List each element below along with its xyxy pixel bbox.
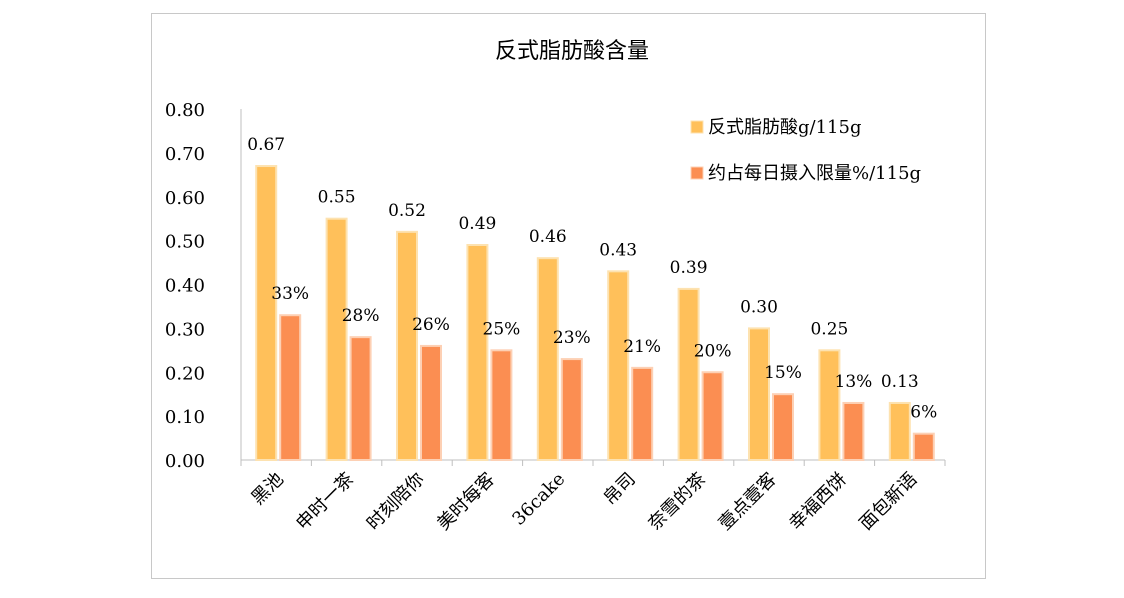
legend-label-series-2: 约占每日摄入限量%/115g <box>708 163 921 184</box>
data-label-series-1: 0.43 <box>599 240 637 260</box>
bar-series-2 <box>912 432 935 461</box>
legend: 反式脂肪酸g/115g 约占每日摄入限量%/115g <box>690 117 921 184</box>
bar-series-2 <box>420 344 442 461</box>
bar-series-1 <box>607 270 630 461</box>
data-label-series-1: 0.52 <box>388 201 426 221</box>
data-label-series-2: 20% <box>694 341 732 361</box>
y-tick-label: 0.60 <box>165 188 205 209</box>
data-label-series-2: 26% <box>412 315 450 335</box>
y-tick-label: 0.50 <box>165 232 205 253</box>
x-category-label: 申时一茶 <box>292 469 358 535</box>
bar-series-1 <box>255 165 278 461</box>
data-label-series-2: 33% <box>271 284 309 304</box>
legend-swatch-series-2 <box>690 166 704 180</box>
x-category-label: 时刻陪你 <box>363 469 429 535</box>
data-label-series-1: 0.39 <box>670 258 708 278</box>
y-tick-label: 0.20 <box>165 363 205 384</box>
bar-series-1 <box>466 244 489 461</box>
bar-series-2 <box>631 366 654 461</box>
x-category-label: 黑池 <box>247 469 287 509</box>
data-label-series-2: 23% <box>553 328 591 348</box>
bar-series-2 <box>349 336 372 461</box>
x-category-label: 面包新语 <box>856 469 922 535</box>
y-axis: 0.00 0.10 0.20 0.30 0.40 0.50 0.60 0.70 0.80 <box>165 100 242 472</box>
data-label-series-2: 25% <box>483 319 521 339</box>
x-category-label: 帛司 <box>599 469 639 509</box>
bar-series-1 <box>748 327 770 461</box>
x-category-label: 幸福西饼 <box>785 469 851 535</box>
data-label-series-2: 15% <box>764 363 802 383</box>
data-label-series-2: 13% <box>835 372 873 392</box>
y-tick-label: 0.80 <box>165 100 205 121</box>
bar-series-1 <box>325 217 348 461</box>
bar-series-2 <box>490 349 513 461</box>
data-label-series-1: 0.30 <box>740 297 778 317</box>
y-tick-label: 0.00 <box>165 451 205 472</box>
legend-label-series-1: 反式脂肪酸g/115g <box>708 117 861 138</box>
bar-series-2 <box>701 371 724 461</box>
y-tick-label: 0.10 <box>165 407 205 428</box>
chart-frame: 反式脂肪酸含量 0.00 0.10 0.20 0.30 0.40 0.50 0.60 0.70… <box>151 13 986 579</box>
x-category-label: 壹点壹客 <box>715 469 781 535</box>
x-category-label: 美时每客 <box>433 469 499 535</box>
data-label-series-2: 28% <box>342 306 380 326</box>
legend-swatch-series-1 <box>690 120 704 134</box>
bar-series-2 <box>279 314 302 461</box>
data-label-series-1: 0.13 <box>881 372 919 392</box>
chart-title: 反式脂肪酸含量 <box>495 39 649 64</box>
bar-series-1 <box>818 349 841 461</box>
bar-series-1 <box>888 401 911 461</box>
data-label-series-1: 0.46 <box>529 227 567 247</box>
bar-series-1 <box>536 257 559 461</box>
x-category-label: 36cake <box>508 469 569 530</box>
y-tick-label: 0.30 <box>165 319 205 340</box>
data-label-series-1: 0.49 <box>458 214 496 234</box>
data-label-series-2: 21% <box>623 337 661 357</box>
bars <box>255 165 935 462</box>
bar-series-1 <box>396 230 418 461</box>
data-label-series-2: 6% <box>910 403 937 423</box>
x-category-label: 奈雪的茶 <box>644 469 710 535</box>
bar-series-2 <box>772 393 794 461</box>
x-axis: 黑池 申时一茶 时刻陪你 美时每客 36cake 帛司 奈雪的茶 壹点壹客 幸福西饼 面包新语 <box>240 459 946 535</box>
data-label-series-1: 0.25 <box>810 319 848 339</box>
bar-series-2 <box>842 401 865 461</box>
data-label-series-1: 0.67 <box>247 135 285 155</box>
y-tick-label: 0.70 <box>165 144 205 165</box>
bar-series-1 <box>677 287 700 462</box>
data-labels: 0.67 33% 0.55 28% 0.52 26% 0.49 25% 0.46 23% 0.43 2… <box>247 135 937 423</box>
y-tick-label: 0.40 <box>165 276 205 297</box>
bar-series-2 <box>560 358 583 461</box>
data-label-series-1: 0.55 <box>318 188 356 208</box>
